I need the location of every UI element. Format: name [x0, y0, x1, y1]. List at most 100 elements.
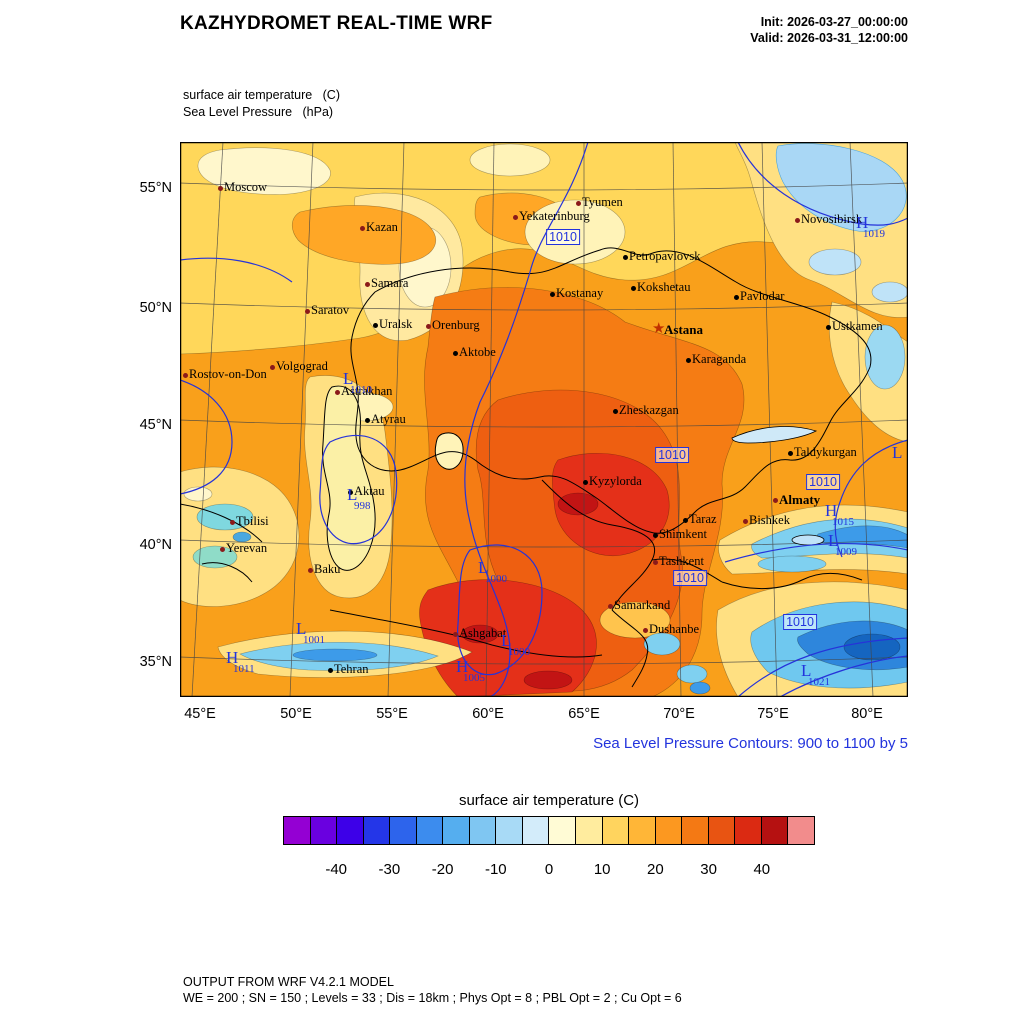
city-dot-icon [359, 225, 365, 231]
pressure-contour-label: 1010 [673, 570, 707, 586]
city-dot-icon [364, 417, 370, 423]
map-frame [180, 142, 908, 697]
city-dot-icon [334, 389, 340, 395]
city-label: Petropavlovsk [629, 249, 701, 263]
low-pressure-center-label: L 1000 [501, 632, 530, 658]
x-axis-tick: 55°E [376, 706, 408, 722]
low-pressure-center-label: L 998 [347, 486, 371, 512]
colorbar-segment [416, 817, 444, 844]
city-dot-icon [452, 350, 458, 356]
city-label: Aktobe [459, 345, 496, 359]
city-dot-icon [652, 532, 658, 538]
page-title: KAZHYDROMET REAL-TIME WRF [180, 13, 493, 34]
pressure-contour-label: 1010 [655, 447, 689, 463]
x-axis-tick: 45°E [184, 706, 216, 722]
pressure-value: 1001 [303, 634, 325, 646]
init-time: Init: 2026-03-27_00:00:00 [760, 15, 908, 29]
colorbar-tick-label: 0 [544, 861, 554, 878]
city-label: Rostov-on-Don [189, 367, 267, 381]
y-axis-tick: 45°N [139, 417, 172, 433]
colorbar-segment [549, 817, 577, 844]
city-label: Yekaterinburg [519, 209, 590, 223]
city-label: Kyzylorda [589, 474, 642, 488]
pressure-value: 1019 [863, 228, 885, 240]
field-label-pressure: Sea Level Pressure (hPa) [183, 105, 334, 119]
pressure-value: 1000 [508, 646, 530, 658]
colorbar-segment [310, 817, 338, 844]
low-pressure-center-label: L 1000 [478, 559, 507, 585]
city-dot-icon [652, 559, 658, 565]
city-label: Bishkek [749, 513, 790, 527]
city-dot-icon [219, 546, 225, 552]
y-axis-tick: 50°N [139, 300, 172, 316]
city-label: Pavlodar [740, 289, 785, 303]
pressure-letter: H [825, 501, 838, 520]
pressure-value: 1010 [350, 384, 372, 396]
footer-model-line: OUTPUT FROM WRF V4.2.1 MODEL [183, 975, 394, 989]
city-label: Karaganda [692, 352, 747, 366]
city-label: Samara [371, 276, 409, 290]
x-axis-tick: 50°E [280, 706, 312, 722]
city-label: Tyumen [582, 195, 623, 209]
city-label: Orenburg [432, 318, 480, 332]
pressure-value: 1005 [463, 672, 485, 684]
city-label: Uralsk [379, 317, 413, 331]
city-label: Kokshetau [637, 280, 691, 294]
colorbar-segment [655, 817, 683, 844]
city-dot-icon [304, 308, 310, 314]
map-area: Moscow Kazan Tyumen Yekaterinburg Novosibirs… [180, 142, 908, 697]
city-label: Zheskazgan [619, 403, 679, 417]
colorbar-tick-label: -40 [325, 861, 348, 878]
x-axis-tick: 70°E [663, 706, 695, 722]
high-pressure-center-label: H 1005 [456, 658, 485, 684]
pressure-letter: L [296, 619, 307, 638]
colorbar-segment [788, 817, 814, 844]
colorbar-segment [522, 817, 550, 844]
pressure-value: 1009 [835, 546, 857, 558]
city-dot-icon [630, 285, 636, 291]
pressure-contour-label: 1010 [546, 229, 580, 245]
city-label: Taldykurgan [794, 445, 857, 459]
valid-time: Valid: 2026-03-31_12:00:00 [750, 31, 908, 45]
colorbar-tick-label: -30 [378, 861, 401, 878]
pressure-value: 998 [354, 500, 371, 512]
city-label: Kostanay [556, 286, 604, 300]
city-label: Dushanbe [649, 622, 699, 636]
field-label-temperature: surface air temperature (C) [183, 88, 340, 102]
pressure-letter: L [892, 443, 903, 462]
city-label: Ashgabat [459, 626, 507, 640]
pressure-contours [180, 142, 908, 697]
city-label: Ustkamen [832, 319, 883, 333]
city-label: Samarkand [614, 598, 671, 612]
colorbar-tick-label: 40 [753, 861, 771, 878]
high-pressure-center-label: H 1019 [856, 214, 885, 240]
low-pressure-center-label: L 1001 [296, 620, 325, 646]
city-dot-icon [642, 627, 648, 633]
city-label: Saratov [311, 303, 350, 317]
pressure-value: 1011 [233, 663, 255, 675]
x-axis-tick: 60°E [472, 706, 504, 722]
temperature-colorbar [283, 816, 815, 845]
graticule [180, 142, 908, 697]
city-dot-icon [512, 214, 518, 220]
city-dot-icon [182, 372, 188, 378]
city-dot-icon [347, 489, 353, 495]
city-dot-icon [825, 324, 831, 330]
footer-config-line: WE = 200 ; SN = 150 ; Levels = 33 ; Dis … [183, 991, 682, 1005]
low-pressure-center-label: L 1010 [343, 370, 372, 396]
city-dot-icon [794, 217, 800, 223]
city-dot-icon [582, 479, 588, 485]
city-label: Novosibirsk [801, 212, 863, 226]
x-axis-tick: 80°E [851, 706, 883, 722]
capital-star-icon: ★ [652, 320, 666, 337]
pressure-contour-label: 1010 [806, 474, 840, 490]
pressure-value: 1015 [832, 516, 854, 528]
city-label: Tbilisi [236, 514, 269, 528]
low-pressure-center-label: L 1009 [828, 532, 857, 558]
city-label: Tehran [334, 662, 369, 676]
pressure-letter: L [828, 531, 839, 550]
colorbar-tick-label: 10 [593, 861, 611, 878]
x-axis-tick: 65°E [568, 706, 600, 722]
colorbar-segment [735, 817, 762, 844]
city-dot-icon [229, 519, 235, 525]
